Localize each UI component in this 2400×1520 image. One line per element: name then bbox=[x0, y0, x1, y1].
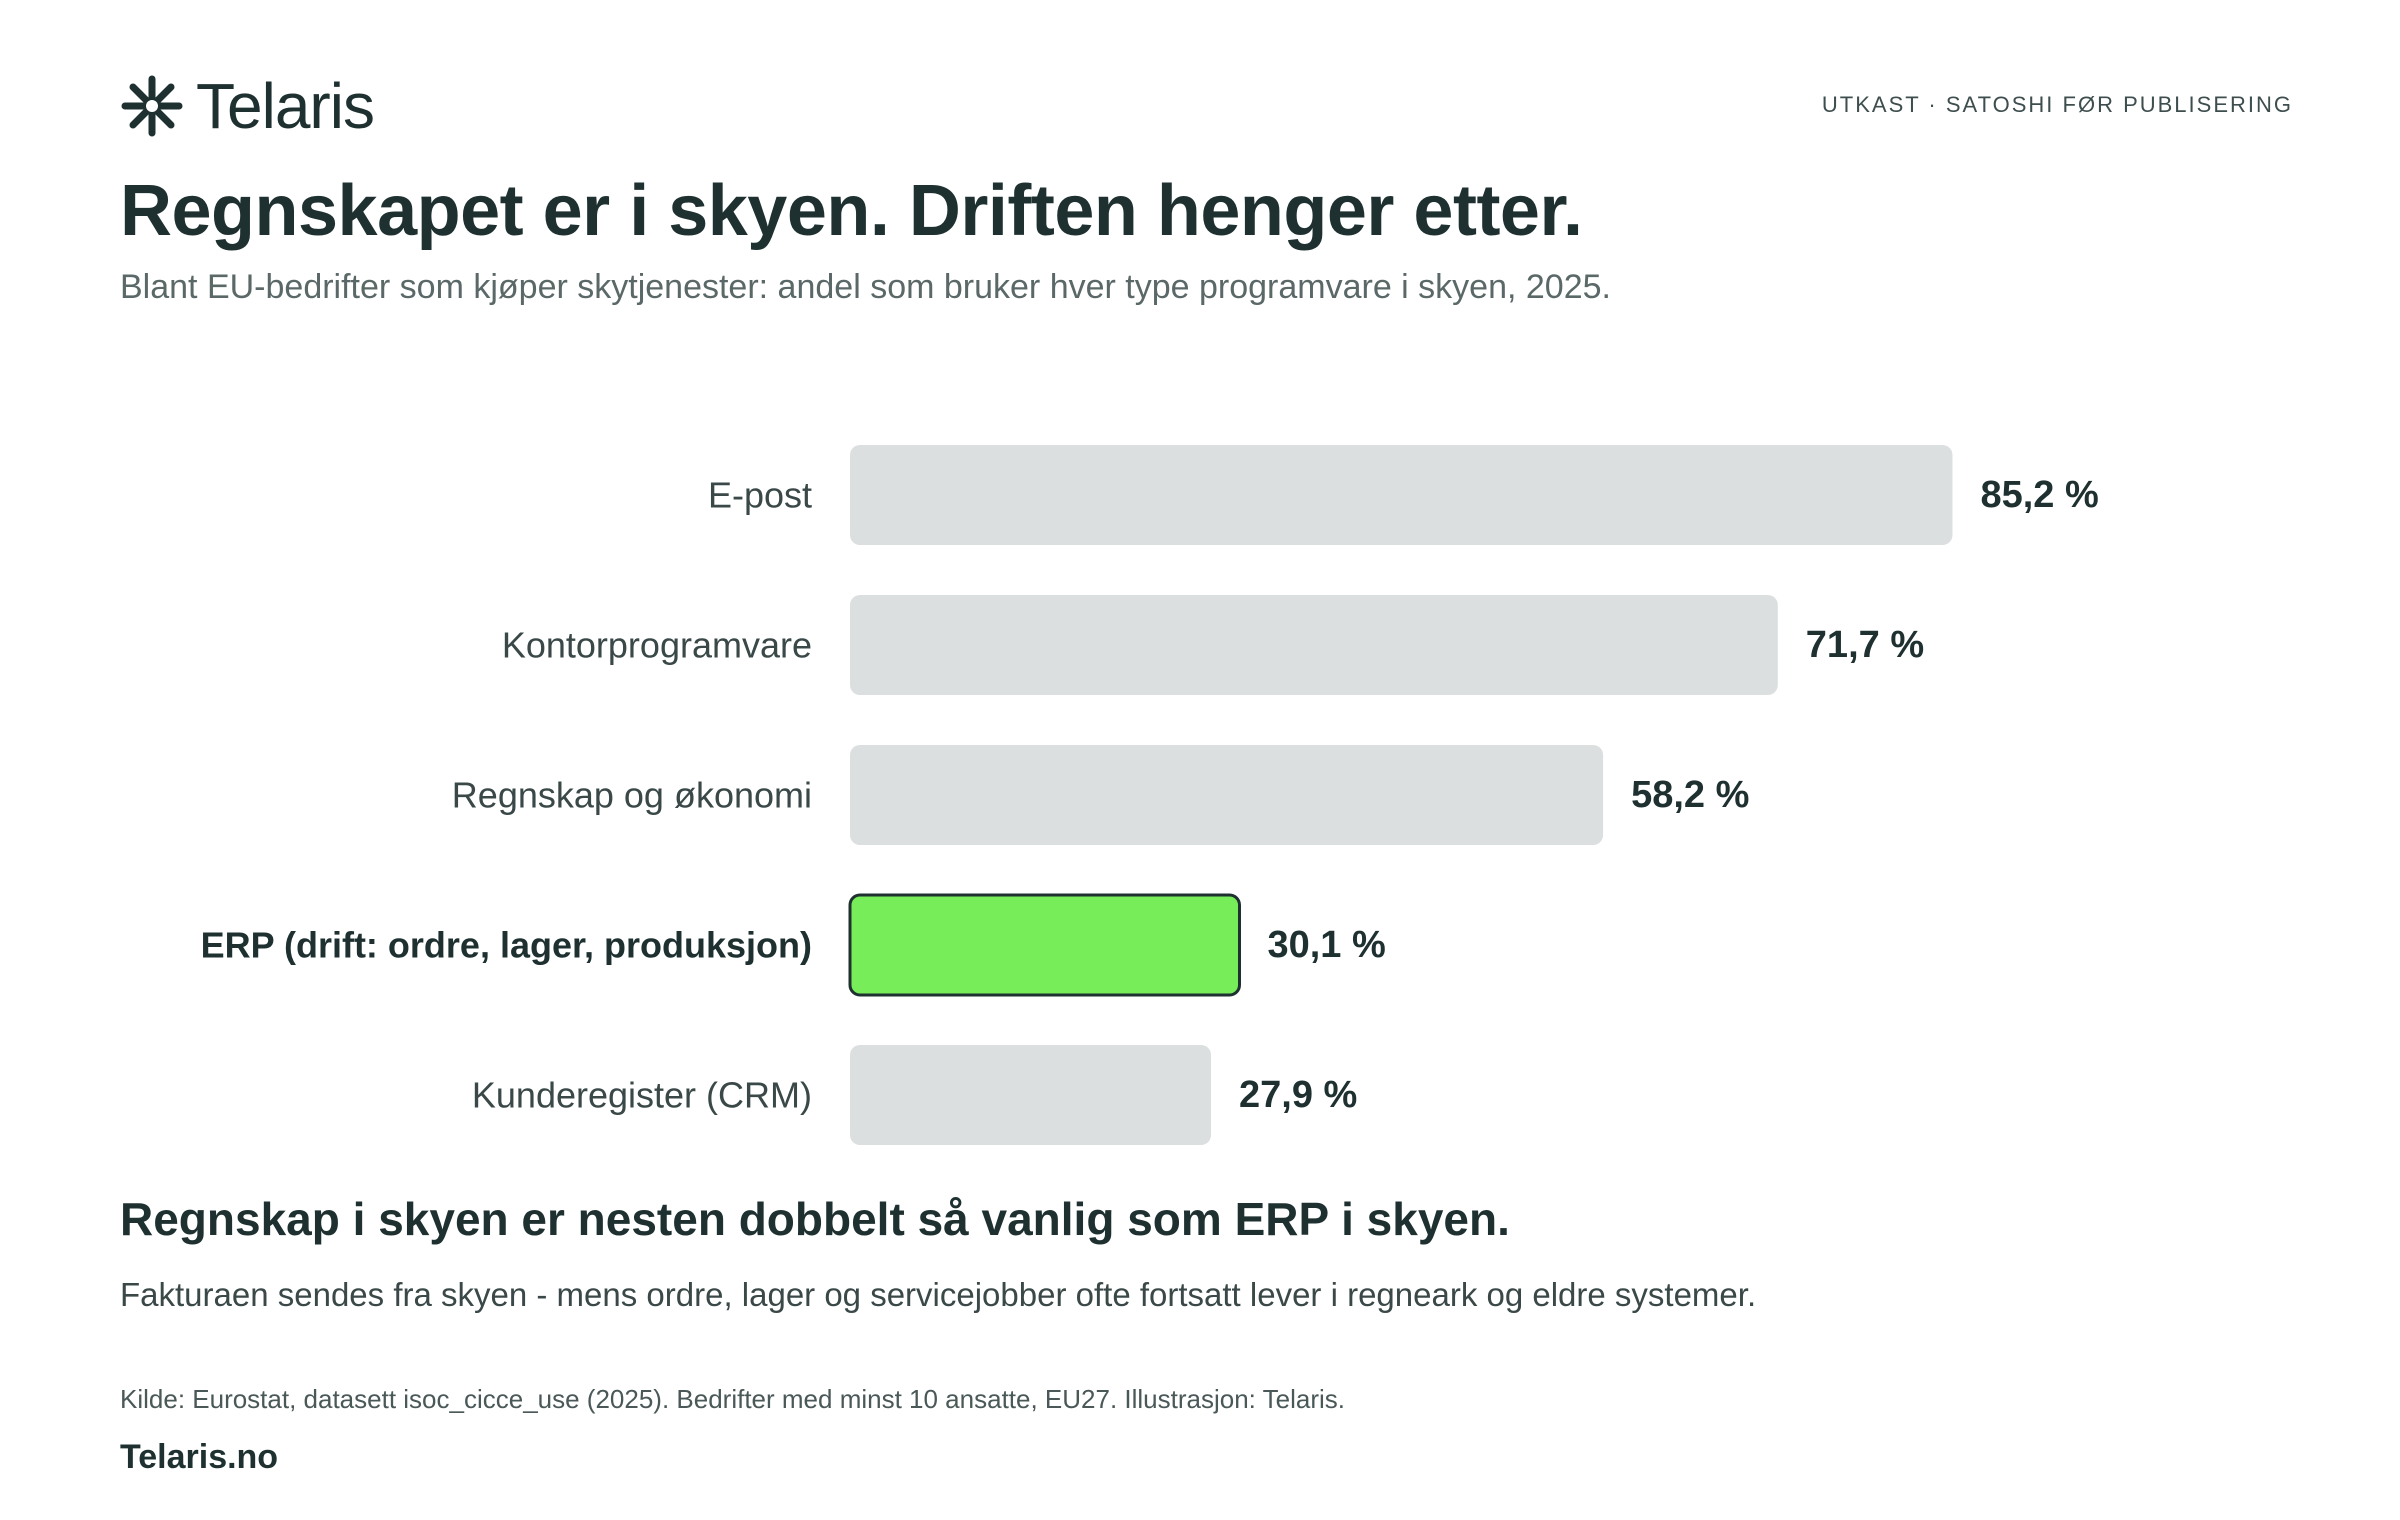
category-label-0: E-post bbox=[708, 475, 812, 516]
category-label-3: ERP (drift: ordre, lager, produksjon) bbox=[201, 925, 812, 966]
bar-4 bbox=[850, 1045, 1212, 1145]
category-label-4: Kunderegister (CRM) bbox=[472, 1075, 812, 1116]
site-name: Telaris.no bbox=[120, 1438, 279, 1476]
bar-2 bbox=[850, 745, 1604, 845]
bar-chart: E-post 85,2 % Kontorprogramvare 71,7 % Regns… bbox=[201, 445, 2099, 1145]
draft-note: UTKAST · SATOSHI FØR PUBLISERING bbox=[1821, 92, 2293, 117]
category-label-1: Kontorprogramvare bbox=[502, 625, 812, 666]
value-label-3: 30,1 % bbox=[1267, 924, 1385, 966]
asterisk-icon bbox=[121, 75, 183, 137]
value-label-4: 27,9 % bbox=[1239, 1074, 1357, 1116]
category-label-2: Regnskap og økonomi bbox=[452, 775, 812, 816]
bar-0 bbox=[850, 445, 1953, 545]
takeaway-detail: Fakturaen sendes fra skyen - mens ordre,… bbox=[120, 1276, 1757, 1313]
value-label-2: 58,2 % bbox=[1631, 774, 1749, 816]
takeaway-headline: Regnskap i skyen er nesten dobbelt så va… bbox=[120, 1193, 1510, 1245]
source-note: Kilde: Eurostat, datasett isoc_cicce_use… bbox=[120, 1384, 1346, 1414]
brand-logo: Telaris bbox=[120, 66, 375, 146]
chart-title: Regnskapet er i skyen. Driften henger et… bbox=[120, 171, 1583, 251]
bar-1 bbox=[850, 595, 1778, 695]
chart-subtitle: Blant EU-bedrifter som kjøper skytjenest… bbox=[120, 268, 1611, 306]
brand-name: Telaris bbox=[196, 70, 375, 142]
bar-3 bbox=[848, 893, 1241, 997]
value-label-0: 85,2 % bbox=[1980, 474, 2098, 516]
value-label-1: 71,7 % bbox=[1806, 624, 1924, 666]
